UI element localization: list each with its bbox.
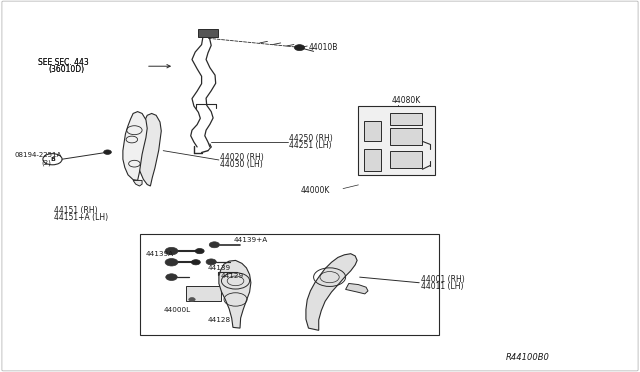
- Text: B: B: [50, 157, 55, 162]
- Text: 44128: 44128: [208, 317, 231, 323]
- Text: 44080K: 44080K: [392, 96, 421, 105]
- Text: 44250 (RH): 44250 (RH): [289, 134, 333, 143]
- Bar: [364, 121, 381, 141]
- Text: 44139+A: 44139+A: [234, 237, 268, 243]
- Text: 44139A: 44139A: [146, 251, 174, 257]
- Circle shape: [191, 260, 200, 265]
- Text: SEE SEC. 443: SEE SEC. 443: [38, 58, 89, 67]
- Circle shape: [209, 242, 220, 248]
- Text: SEE SEC. 443: SEE SEC. 443: [38, 58, 89, 67]
- Text: 44151+A (LH): 44151+A (LH): [54, 213, 109, 222]
- Polygon shape: [346, 283, 368, 294]
- Text: 44139: 44139: [208, 265, 231, 271]
- Text: 44251 (LH): 44251 (LH): [289, 141, 332, 150]
- Text: (36010D): (36010D): [48, 65, 84, 74]
- Text: 44000L: 44000L: [163, 307, 190, 313]
- Bar: [390, 151, 422, 168]
- Polygon shape: [133, 180, 142, 186]
- Circle shape: [104, 150, 111, 154]
- Text: 44001 (RH): 44001 (RH): [421, 275, 465, 284]
- Polygon shape: [219, 260, 251, 328]
- Polygon shape: [123, 112, 147, 180]
- Circle shape: [165, 247, 178, 255]
- Bar: [186, 286, 221, 301]
- Bar: [198, 29, 218, 37]
- Text: (36010D): (36010D): [48, 65, 84, 74]
- Text: 44010B: 44010B: [309, 43, 339, 52]
- Circle shape: [195, 248, 204, 254]
- Text: (2): (2): [42, 160, 51, 166]
- Circle shape: [189, 298, 195, 301]
- Polygon shape: [138, 113, 161, 186]
- Text: 44151 (RH): 44151 (RH): [54, 206, 98, 215]
- Text: 44000K: 44000K: [301, 186, 330, 195]
- Text: 44030 (LH): 44030 (LH): [220, 160, 263, 169]
- Text: R44100B0: R44100B0: [506, 353, 550, 362]
- Text: 44011 (LH): 44011 (LH): [421, 282, 463, 291]
- Circle shape: [166, 274, 177, 280]
- Circle shape: [294, 45, 305, 51]
- Bar: [364, 149, 381, 171]
- Polygon shape: [306, 254, 357, 330]
- Text: 08194-2251A: 08194-2251A: [14, 153, 61, 158]
- Text: 44129: 44129: [221, 273, 244, 279]
- Bar: [390, 113, 422, 125]
- Circle shape: [206, 259, 216, 265]
- Bar: [358, 106, 435, 175]
- Circle shape: [165, 259, 178, 266]
- Bar: [140, 234, 439, 335]
- Text: 44020 (RH): 44020 (RH): [220, 153, 264, 162]
- Bar: [390, 128, 422, 145]
